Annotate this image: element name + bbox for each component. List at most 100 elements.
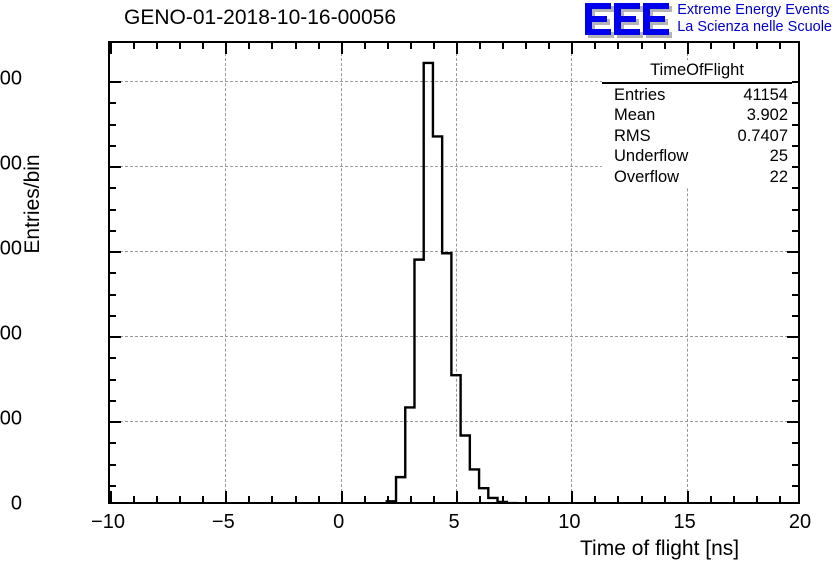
letter-e-icon: [585, 3, 615, 38]
x-axis-title: Time of flight [ns]: [580, 537, 740, 560]
y-tick-2000: [110, 421, 121, 424]
x-tick-top--6: [202, 43, 205, 49]
x-tick-18: [755, 496, 758, 502]
gridline-horizontal: [110, 81, 798, 83]
y-tick-right-9500: [792, 102, 798, 105]
x-tick-top-16: [709, 43, 712, 49]
stats-row: RMS 0.7407: [602, 126, 792, 147]
x-tick-top-3: [409, 43, 412, 49]
x-tick-top--8: [156, 43, 159, 49]
x-tick-2: [386, 496, 389, 502]
y-tick-3500: [110, 357, 116, 360]
eee-logo-line2: La Scienza nelle Scuole: [677, 19, 832, 35]
stats-value: 3.902: [746, 106, 788, 124]
x-tick-top-18: [755, 43, 758, 49]
x-tick-top-19: [778, 43, 781, 49]
y-tick-right-2500: [792, 399, 798, 402]
y-tick-3000: [110, 378, 116, 381]
y-tick-label: 4000: [0, 322, 22, 345]
x-tick-top--10: [110, 43, 112, 54]
y-tick-1500: [110, 442, 116, 445]
stats-value: 41154: [743, 85, 788, 104]
stats-key: RMS: [614, 126, 651, 145]
x-tick--6: [202, 496, 205, 502]
x-tick-top-13: [640, 43, 643, 49]
stats-row: Mean 3.902: [602, 105, 792, 126]
y-tick-8000: [110, 166, 121, 169]
stats-value: 25: [769, 147, 788, 165]
x-tick-5: [456, 491, 458, 502]
y-tick-9000: [110, 123, 116, 126]
x-tick--10: [110, 491, 112, 502]
y-tick-5500: [110, 272, 116, 275]
x-tick-top-1: [363, 43, 366, 49]
y-tick-right-2000: [787, 421, 798, 424]
x-tick-top--4: [248, 43, 251, 49]
x-tick-top-14: [663, 43, 666, 49]
y-tick-right-7500: [792, 187, 798, 190]
x-tick-top-9: [548, 43, 551, 49]
x-tick-10: [571, 491, 574, 502]
gridline-horizontal: [110, 251, 798, 253]
x-tick-label: 5: [448, 511, 460, 533]
y-tick-7500: [110, 187, 116, 190]
gridline-horizontal: [110, 166, 798, 168]
eee-logo-text: Extreme Energy Events La Scienza nelle S…: [677, 1, 832, 36]
x-tick--9: [133, 496, 136, 502]
y-tick-label: 10000: [0, 67, 22, 90]
y-tick-right-8000: [787, 166, 798, 169]
y-tick-4500: [110, 314, 116, 317]
x-tick-label: −5: [211, 511, 235, 533]
x-tick-8: [525, 496, 528, 502]
x-tick-4: [432, 496, 435, 502]
plot-area: [110, 43, 798, 502]
x-tick--1: [317, 496, 320, 502]
x-tick-0: [340, 491, 343, 502]
y-tick-8500: [110, 144, 116, 147]
gridline-vertical: [571, 43, 573, 502]
y-tick-2500: [110, 399, 116, 402]
x-tick-16: [709, 496, 712, 502]
y-tick-right-6500: [792, 229, 798, 232]
y-axis-title: Entries/bin: [21, 154, 44, 254]
stats-value: 22: [769, 167, 788, 186]
x-tick-top--2: [294, 43, 297, 49]
eee-logo: Extreme Energy Events La Scienza nelle S…: [585, 1, 832, 38]
x-tick-label: −10: [91, 511, 125, 533]
y-tick-7000: [110, 208, 116, 211]
x-tick-top-15: [686, 43, 689, 54]
x-tick--4: [248, 496, 251, 502]
x-tick-top--5: [225, 43, 228, 54]
x-tick-top-8: [525, 43, 528, 49]
x-tick-6: [479, 496, 482, 502]
x-tick-3: [409, 496, 412, 502]
x-tick--8: [156, 496, 159, 502]
stats-key: Entries: [614, 85, 666, 104]
letter-e-icon: [614, 3, 644, 38]
y-tick-label: 8000: [0, 152, 22, 175]
letter-e-icon: [643, 3, 673, 38]
eee-logo-mark-icon: [585, 1, 673, 38]
gridline-vertical: [686, 43, 688, 502]
y-tick-right-10000: [787, 81, 798, 84]
x-tick-top--3: [271, 43, 274, 49]
x-tick-13: [640, 496, 643, 502]
x-tick-top-5: [456, 43, 458, 54]
x-tick-19: [778, 496, 781, 502]
x-tick-top-6: [479, 43, 482, 49]
x-tick-label: 20: [788, 511, 812, 533]
x-tick--7: [179, 496, 182, 502]
y-tick-right-500: [792, 484, 798, 487]
y-tick-4000: [110, 336, 121, 339]
x-tick--5: [225, 491, 228, 502]
stats-key: Mean: [614, 106, 656, 124]
x-tick-top-4: [432, 43, 435, 49]
x-tick-12: [617, 496, 620, 502]
stats-value: 0.7407: [737, 126, 788, 145]
histogram-outline: [385, 61, 518, 502]
y-tick-label: 0: [10, 492, 22, 515]
y-tick-right-4000: [787, 336, 798, 339]
x-tick-top--1: [317, 43, 320, 49]
gridline-horizontal: [110, 336, 798, 338]
stats-title: TimeOfFlight: [602, 60, 792, 84]
